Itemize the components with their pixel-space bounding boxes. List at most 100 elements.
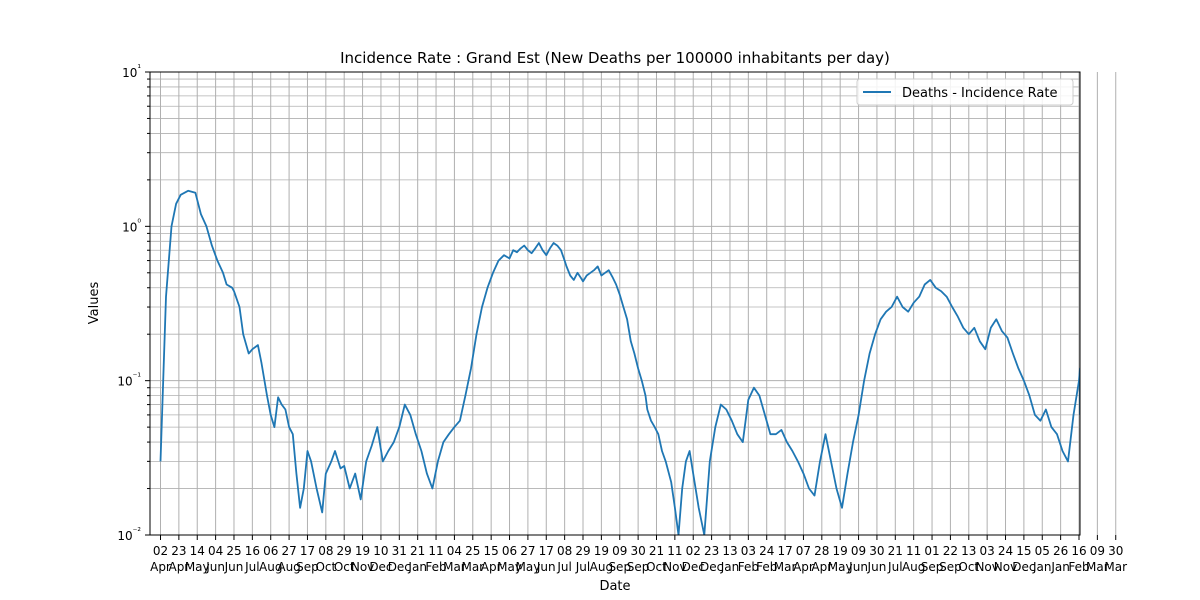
x-tick-label-day: 19 (833, 544, 848, 558)
x-tick-label-day: 16 (1071, 544, 1086, 558)
x-tick-label-month: Feb (756, 560, 777, 574)
x-tick-label-month: Oct (646, 560, 667, 574)
x-axis-ticks: 02Apr23Apr14May04Jun25Jun16Jul06Aug27Aug… (150, 535, 1127, 574)
x-tick-label-month: Jun (848, 560, 868, 574)
x-tick-label-day: 11 (667, 544, 682, 558)
x-tick-label-month: Feb (1068, 560, 1089, 574)
x-tick-label-day: 07 (796, 544, 811, 558)
x-tick-label-month: Nov (975, 560, 998, 574)
x-tick-label-day: 08 (318, 544, 333, 558)
x-tick-label-day: 02 (153, 544, 168, 558)
x-tick-label-month: Jun (205, 560, 225, 574)
x-tick-label-day: 05 (1035, 544, 1050, 558)
x-tick-label-day: 15 (1016, 544, 1031, 558)
x-tick-label-day: 30 (630, 544, 645, 558)
x-tick-label-month: Mar (1086, 560, 1109, 574)
x-tick-label-month: Dec (682, 560, 705, 574)
x-tick-label-month: Jan (407, 560, 427, 574)
x-tick-label-month: Apr (811, 560, 832, 574)
x-tick-label-day: 21 (649, 544, 664, 558)
x-tick-label-month: Jul (575, 560, 590, 574)
x-tick-label-day: 27 (520, 544, 535, 558)
x-tick-label-month: Sep (296, 560, 319, 574)
x-tick-label-month: Sep (921, 560, 944, 574)
x-tick-label-day: 31 (392, 544, 407, 558)
x-tick-label-day: 16 (245, 544, 260, 558)
x-tick-label-day: 24 (759, 544, 774, 558)
x-axis-label: Date (599, 579, 630, 594)
x-tick-label-day: 08 (557, 544, 572, 558)
x-tick-label-month: Dec (1012, 560, 1035, 574)
x-tick-label-month: Jul (244, 560, 259, 574)
x-tick-label-day: 24 (998, 544, 1013, 558)
x-tick-label-month: Oct (334, 560, 355, 574)
x-tick-label-month: Dec (388, 560, 411, 574)
x-tick-label-day: 09 (851, 544, 866, 558)
x-tick-label-day: 17 (300, 544, 315, 558)
y-tick-label: 10¹ (122, 64, 141, 80)
x-tick-label-month: Apr (793, 560, 814, 574)
x-tick-label-month: Nov (351, 560, 374, 574)
x-tick-label-month: Jan (720, 560, 740, 574)
x-tick-label-day: 06 (263, 544, 278, 558)
x-tick-label-day: 25 (465, 544, 480, 558)
x-tick-label-month: Apr (481, 560, 502, 574)
chart-title: Incidence Rate : Grand Est (New Deaths p… (340, 49, 890, 67)
series-line-deaths (159, 189, 1080, 535)
x-tick-label-month: May (185, 560, 210, 574)
x-tick-label-day: 29 (337, 544, 352, 558)
x-tick-label-day: 04 (208, 544, 223, 558)
x-tick-label-month: Nov (663, 560, 686, 574)
x-tick-label-day: 11 (428, 544, 443, 558)
x-tick-label-day: 10 (373, 544, 388, 558)
x-tick-label-day: 13 (961, 544, 976, 558)
x-tick-label-day: 21 (888, 544, 903, 558)
x-tick-label-day: 06 (502, 544, 517, 558)
x-tick-label-day: 22 (943, 544, 958, 558)
x-tick-label-day: 11 (906, 544, 921, 558)
x-tick-label-month: May (515, 560, 540, 574)
x-tick-label-day: 26 (1053, 544, 1068, 558)
x-tick-label-day: 30 (1108, 544, 1123, 558)
x-tick-label-month: Mar (443, 560, 466, 574)
x-tick-label-month: Apr (150, 560, 171, 574)
x-tick-label-month: May (497, 560, 522, 574)
x-tick-label-month: Apr (168, 560, 189, 574)
x-tick-label-day: 23 (704, 544, 719, 558)
x-tick-label-day: 21 (410, 544, 425, 558)
x-tick-label-month: Jun (867, 560, 887, 574)
x-tick-label-day: 30 (869, 544, 884, 558)
x-tick-label-month: Aug (277, 560, 300, 574)
x-tick-label-month: Sep (627, 560, 650, 574)
x-tick-label-day: 28 (814, 544, 829, 558)
x-tick-label-month: Oct (315, 560, 336, 574)
x-tick-label-month: Jan (1050, 560, 1070, 574)
x-tick-label-day: 13 (722, 544, 737, 558)
x-tick-label-day: 04 (447, 544, 462, 558)
x-tick-label-day: 25 (226, 544, 241, 558)
legend: Deaths - Incidence Rate (856, 78, 1074, 106)
legend-box (856, 78, 1074, 106)
x-tick-label-month: Feb (738, 560, 759, 574)
x-tick-label-month: Sep (939, 560, 962, 574)
x-tick-label-day: 02 (686, 544, 701, 558)
x-tick-label-month: Dec (369, 560, 392, 574)
x-tick-label-month: Jan (1032, 560, 1052, 574)
x-tick-label-month: Jun (536, 560, 556, 574)
x-tick-label-day: 29 (575, 544, 590, 558)
x-tick-label-day: 23 (171, 544, 186, 558)
x-tick-label-month: Nov (994, 560, 1017, 574)
x-tick-label-day: 15 (484, 544, 499, 558)
y-tick-label: 10⁰ (122, 218, 141, 234)
x-tick-label-month: Aug (902, 560, 925, 574)
legend-entry-deaths: Deaths - Incidence Rate (902, 86, 1057, 101)
x-tick-label-month: Jul (556, 560, 571, 574)
x-tick-label-day: 17 (777, 544, 792, 558)
x-tick-label-month: Mar (1104, 560, 1127, 574)
x-tick-label-month: Dec (700, 560, 723, 574)
x-tick-label-day: 03 (980, 544, 995, 558)
x-tick-label-month: Mar (774, 560, 797, 574)
plot-frame (149, 71, 1081, 536)
x-tick-label-month: Aug (590, 560, 613, 574)
